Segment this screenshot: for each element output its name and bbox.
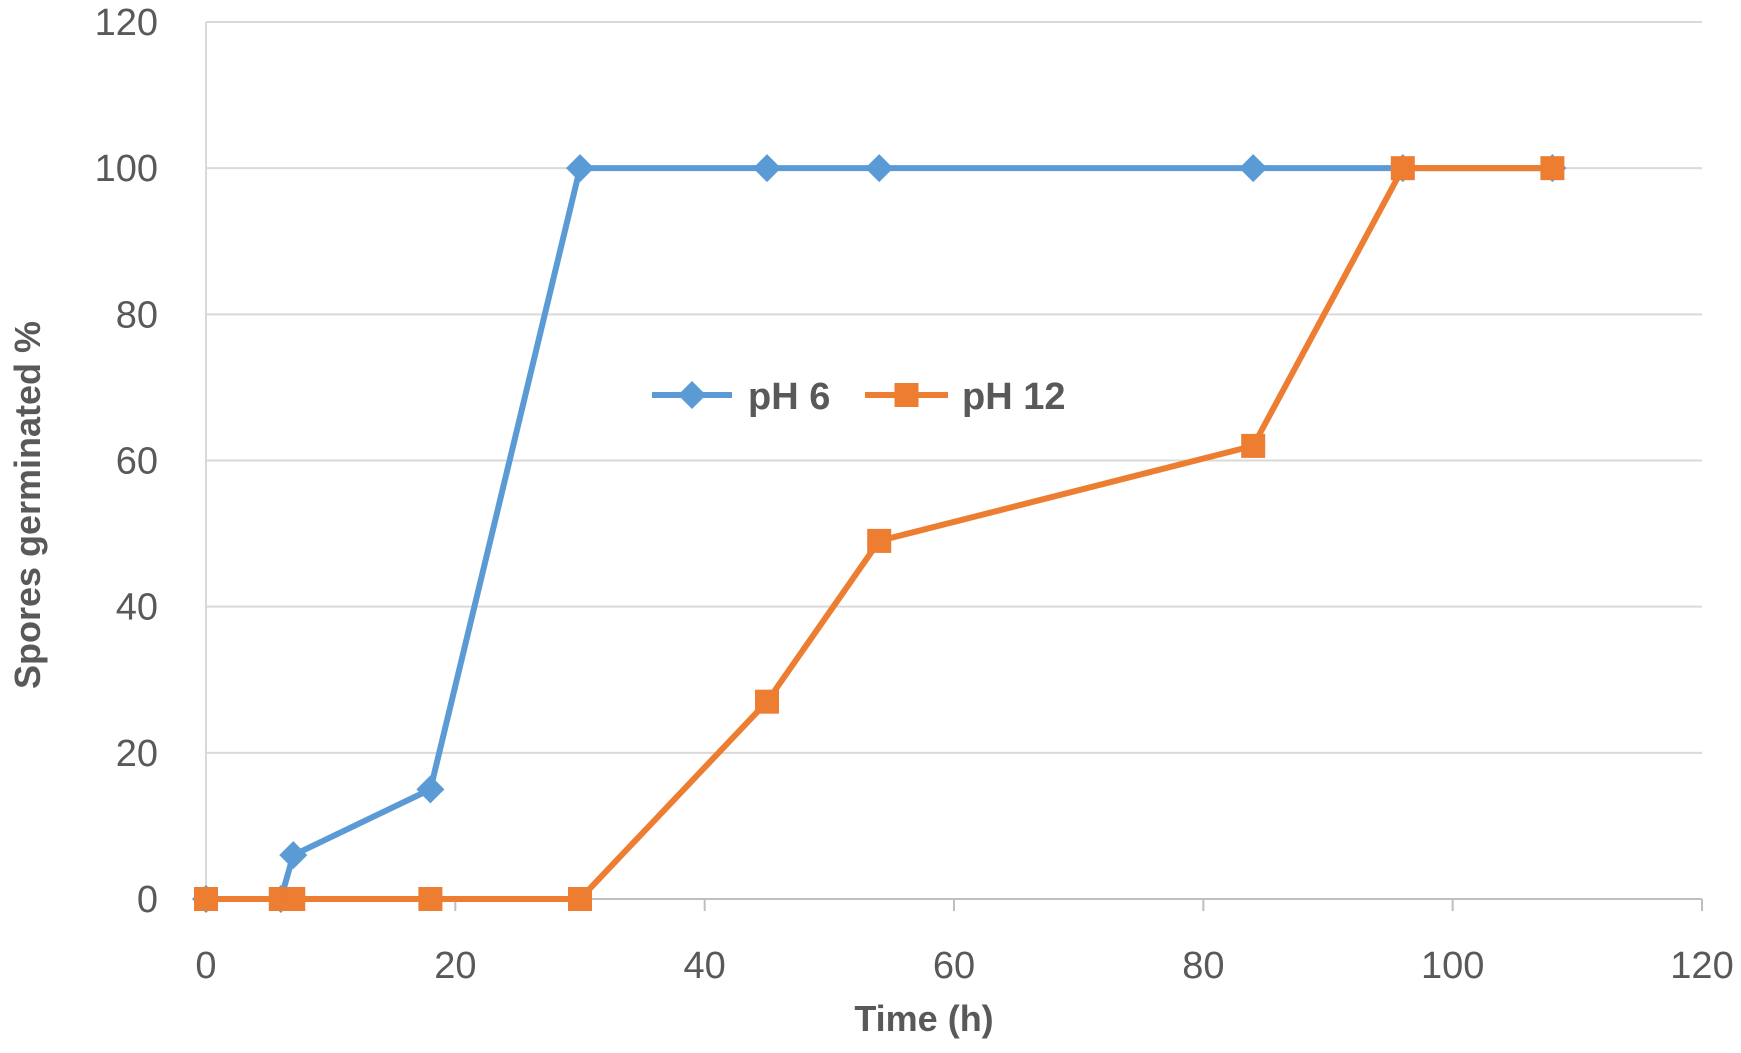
- x-tick-label: 120: [1670, 945, 1733, 987]
- axes: 0 20 40 60 80 100 120 0 20 40 60 80 100 120: [95, 2, 1734, 987]
- data-point: [867, 528, 892, 553]
- data-point: [194, 887, 218, 911]
- legend-item: pH 12: [865, 376, 1065, 418]
- data-point: [1540, 156, 1565, 181]
- y-tick-label: 60: [116, 441, 158, 483]
- data-point: [418, 887, 443, 911]
- legend-item: pH 6: [652, 376, 830, 418]
- legend-label: pH 6: [748, 376, 830, 418]
- x-tick-label: 20: [434, 945, 476, 987]
- x-tick-label: 40: [684, 945, 726, 987]
- y-tick-label: 120: [95, 2, 158, 44]
- data-point: [1390, 156, 1415, 181]
- data-point: [753, 154, 781, 183]
- data-point: [755, 689, 779, 714]
- data-point: [566, 154, 594, 183]
- x-tick-label: 100: [1421, 945, 1484, 987]
- x-axis-title: Time (h): [854, 998, 993, 1039]
- x-tick-label: 60: [933, 945, 975, 987]
- legend-marker: [894, 383, 919, 407]
- y-axis-title: Spores germinated %: [7, 321, 48, 689]
- legend-label: pH 12: [962, 376, 1065, 418]
- y-tick-label: 100: [95, 148, 158, 190]
- y-tick-label: 80: [116, 294, 158, 336]
- series-layer: [192, 154, 1567, 913]
- series-line: [203, 165, 1556, 902]
- data-point: [281, 887, 306, 911]
- data-point: [865, 154, 894, 183]
- series-ph-12: [194, 156, 1565, 911]
- y-tick-label: 40: [116, 587, 158, 629]
- data-point: [568, 887, 592, 911]
- x-tick-label: 80: [1182, 945, 1224, 987]
- legend-marker: [678, 381, 706, 409]
- data-point: [416, 775, 445, 804]
- y-tick-label: 20: [116, 733, 158, 775]
- data-point: [279, 841, 308, 870]
- gridlines: [206, 21, 1702, 754]
- y-tick-label: 0: [137, 879, 158, 921]
- data-point: [1241, 433, 1266, 458]
- x-tick-label: 0: [195, 945, 216, 987]
- legend: pH 6 pH 12: [652, 376, 1065, 418]
- data-point: [1239, 154, 1268, 183]
